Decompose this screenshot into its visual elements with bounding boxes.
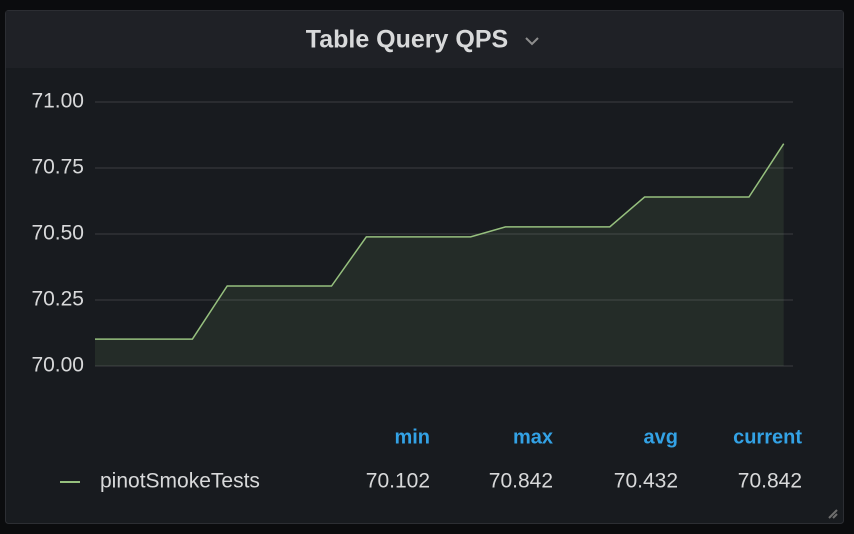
- legend-value: 70.842: [489, 470, 553, 493]
- legend-value: 70.842: [738, 470, 802, 493]
- panel-title[interactable]: Table Query QPS: [306, 26, 508, 54]
- y-tick-label: 70.75: [31, 156, 84, 179]
- y-tick-label: 70.25: [31, 288, 84, 311]
- legend-value: 70.102: [366, 470, 430, 493]
- legend-header: avg: [644, 426, 678, 448]
- legend-name[interactable]: pinotSmokeTests: [100, 470, 260, 493]
- line: [95, 143, 785, 340]
- y-tick-label: 70.50: [31, 222, 84, 245]
- y-tick-label: 71.00: [31, 90, 84, 113]
- title-chevron[interactable]: [525, 37, 539, 46]
- legend-value: 70.432: [614, 470, 678, 493]
- area: [95, 143, 784, 366]
- legend-header: min: [394, 426, 430, 448]
- legend-header: current: [733, 426, 802, 448]
- resize-handle[interactable]: [828, 509, 838, 519]
- y-tick-label: 70.00: [31, 354, 84, 377]
- legend-header: max: [513, 426, 553, 448]
- panel-header[interactable]: [6, 11, 843, 68]
- panel: [5, 10, 844, 524]
